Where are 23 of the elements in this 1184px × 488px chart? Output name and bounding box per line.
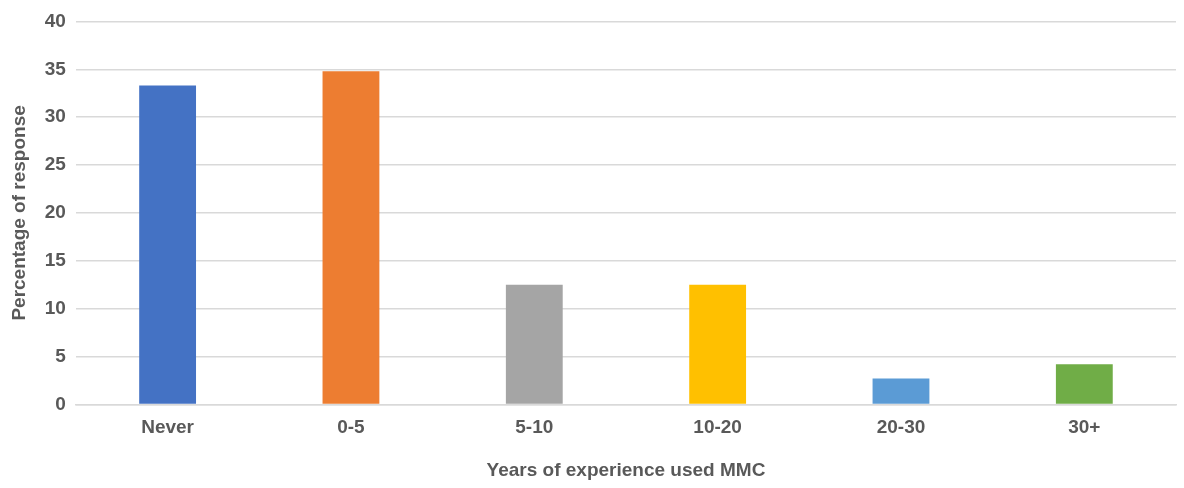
bar xyxy=(872,378,930,404)
x-tick-label: Never xyxy=(141,416,195,438)
y-tick-label: 5 xyxy=(55,344,67,366)
bar xyxy=(139,85,197,404)
x-tick-label: 0-5 xyxy=(337,416,366,438)
y-tick-label: 35 xyxy=(44,57,67,79)
x-tick-label: 10-20 xyxy=(693,416,742,438)
bar xyxy=(505,284,563,404)
y-tick-label: 20 xyxy=(44,201,66,223)
x-tick-label: 5-10 xyxy=(515,416,554,438)
y-tick-label: 40 xyxy=(44,9,66,31)
y-tick-label: 15 xyxy=(44,249,67,271)
y-tick-label: 0 xyxy=(55,392,66,414)
bar xyxy=(689,284,747,404)
bar xyxy=(1055,364,1113,404)
x-tick-label: 20-30 xyxy=(876,416,926,438)
y-tick-label: 30 xyxy=(44,105,66,127)
y-tick-label: 25 xyxy=(44,153,67,175)
y-axis-title: Percentage of response xyxy=(7,105,29,321)
y-tick-label: 10 xyxy=(44,296,66,318)
x-axis-title: Years of experience used MMC xyxy=(486,458,766,480)
x-tick-label: 30+ xyxy=(1068,416,1101,438)
bar xyxy=(322,71,380,404)
